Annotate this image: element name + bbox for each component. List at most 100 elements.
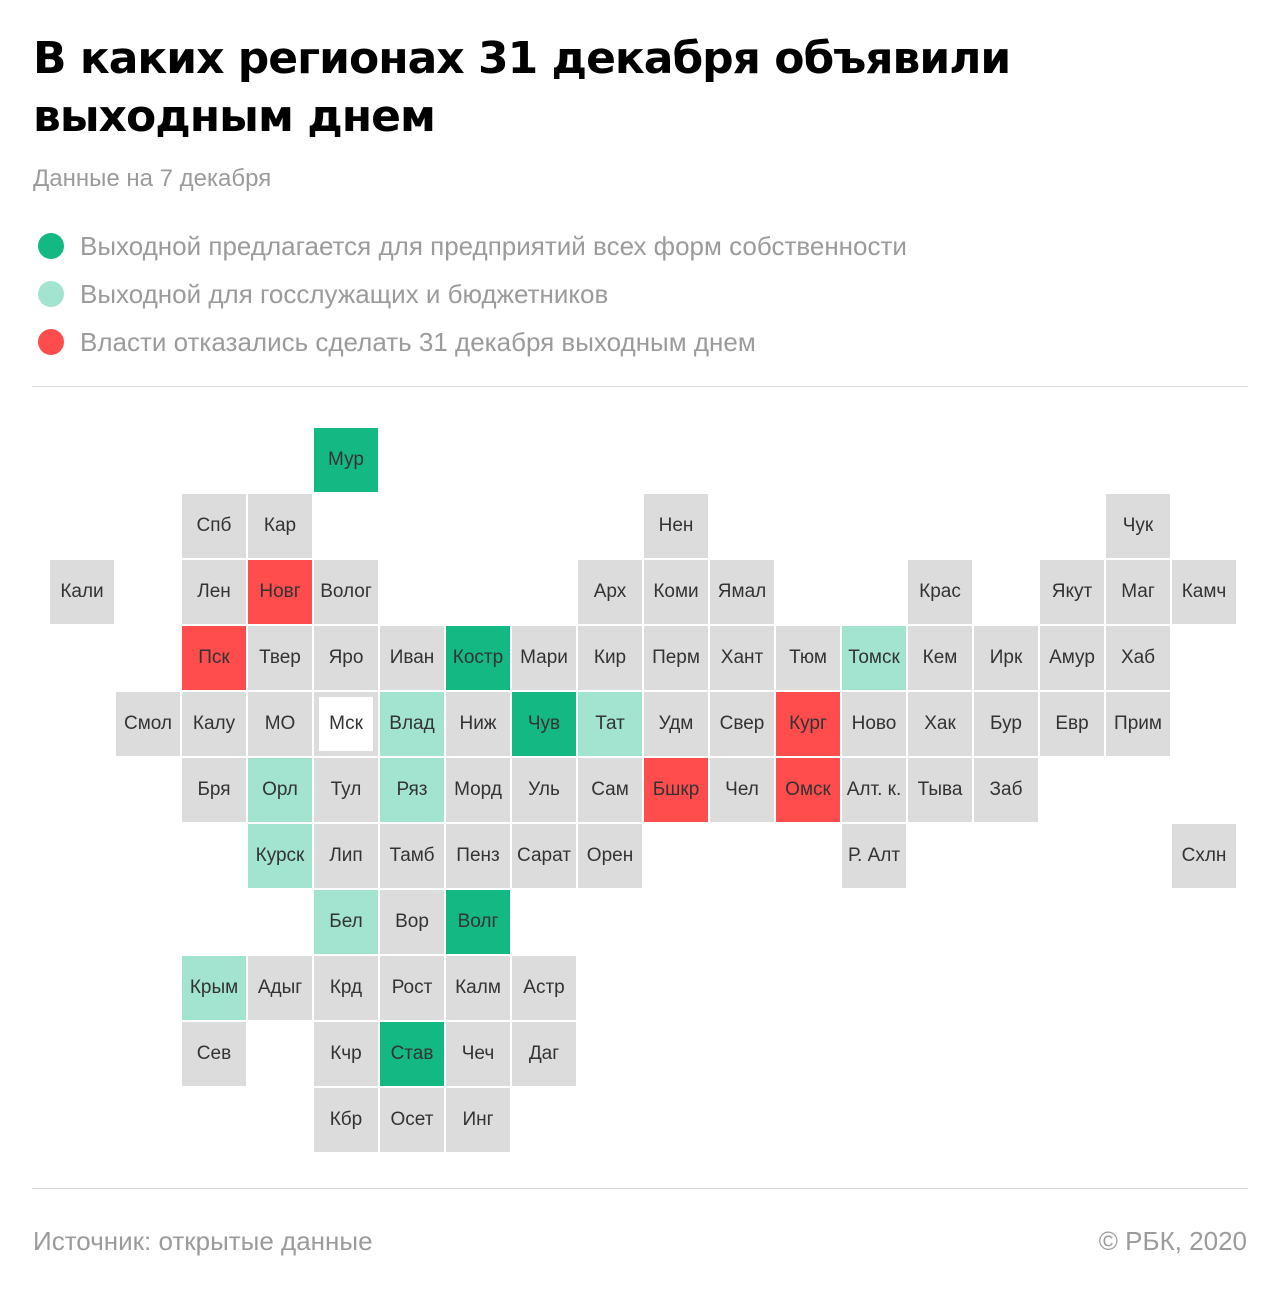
region-tile: Хак <box>908 692 972 756</box>
region-tile: Камч <box>1172 560 1236 624</box>
region-tile: Чук <box>1106 494 1170 558</box>
region-tile: Нен <box>644 494 708 558</box>
region-tile: Спб <box>182 494 246 558</box>
region-tile: Морд <box>446 758 510 822</box>
region-tile: Кар <box>248 494 312 558</box>
region-tile: Тат <box>578 692 642 756</box>
region-tile: Бур <box>974 692 1038 756</box>
legend-dot-icon <box>38 233 64 259</box>
region-tile: Свер <box>710 692 774 756</box>
region-tile: Став <box>380 1022 444 1086</box>
page-title: В каких регионах 31 декабря объявили вых… <box>33 33 1011 142</box>
region-tile: Тамб <box>380 824 444 888</box>
region-tile: Инг <box>446 1088 510 1152</box>
region-tile: Твер <box>248 626 312 690</box>
region-tile: Тул <box>314 758 378 822</box>
region-tile: Кбр <box>314 1088 378 1152</box>
region-tile: Тюм <box>776 626 840 690</box>
region-tile: Чув <box>512 692 576 756</box>
region-tile: Кем <box>908 626 972 690</box>
region-tile: Удм <box>644 692 708 756</box>
region-tile: Волог <box>314 560 378 624</box>
subtitle: Данные на 7 декабря <box>33 165 272 192</box>
region-tile: Лен <box>182 560 246 624</box>
region-tile: Якут <box>1040 560 1104 624</box>
region-tile: Бшкр <box>644 758 708 822</box>
region-tile: Евр <box>1040 692 1104 756</box>
region-tile: Сев <box>182 1022 246 1086</box>
region-tile: Схлн <box>1172 824 1236 888</box>
region-tile: Иван <box>380 626 444 690</box>
region-tile: Крас <box>908 560 972 624</box>
region-tile: Орен <box>578 824 642 888</box>
region-tile: Прим <box>1106 692 1170 756</box>
region-tile: Новг <box>248 560 312 624</box>
region-tile: Мск <box>314 692 378 756</box>
region-tile: Калу <box>182 692 246 756</box>
region-tile: Костр <box>446 626 510 690</box>
region-tile: Орл <box>248 758 312 822</box>
region-tile: Коми <box>644 560 708 624</box>
region-tile: Бря <box>182 758 246 822</box>
region-tile: Тыва <box>908 758 972 822</box>
copyright: © РБК, 2020 <box>1098 1226 1247 1256</box>
region-tile: Осет <box>380 1088 444 1152</box>
legend-label: Выходной для госслужащих и бюджетников <box>80 278 609 309</box>
region-tile: Астр <box>512 956 576 1020</box>
region-tile: Мари <box>512 626 576 690</box>
region-tile: Кчр <box>314 1022 378 1086</box>
region-tile: Волг <box>446 890 510 954</box>
region-tile: Амур <box>1040 626 1104 690</box>
region-tile: Бел <box>314 890 378 954</box>
region-tile: Заб <box>974 758 1038 822</box>
region-tile: Ирк <box>974 626 1038 690</box>
region-tile: Перм <box>644 626 708 690</box>
region-tile: Адыг <box>248 956 312 1020</box>
region-tile: Кург <box>776 692 840 756</box>
region-tile: Крым <box>182 956 246 1020</box>
legend-item-refused: Власти отказались сделать 31 декабря вых… <box>38 318 907 366</box>
region-tile: Ямал <box>710 560 774 624</box>
region-tile: Ряз <box>380 758 444 822</box>
region-tile: Уль <box>512 758 576 822</box>
region-tile: Омск <box>776 758 840 822</box>
region-tile: Рост <box>380 956 444 1020</box>
region-tile: Лип <box>314 824 378 888</box>
region-tile: Томск <box>842 626 906 690</box>
source-note: Источник: открытые данные <box>33 1226 373 1256</box>
region-tile: Смол <box>116 692 180 756</box>
legend-item-all-enterprises: Выходной предлагается для предприятий вс… <box>38 222 907 270</box>
bottom-divider <box>32 1188 1248 1189</box>
region-tile: Чеч <box>446 1022 510 1086</box>
region-tile: Хаб <box>1106 626 1170 690</box>
region-tile: Сарат <box>512 824 576 888</box>
region-tile: Р. Алт <box>842 824 906 888</box>
region-tile: Ново <box>842 692 906 756</box>
region-tile: Влад <box>380 692 444 756</box>
legend-dot-icon <box>38 281 64 307</box>
legend: Выходной предлагается для предприятий вс… <box>38 222 907 366</box>
region-tile: Яро <box>314 626 378 690</box>
region-tile: Сам <box>578 758 642 822</box>
region-tile: Маг <box>1106 560 1170 624</box>
region-tile: Хант <box>710 626 774 690</box>
region-tile: Пск <box>182 626 246 690</box>
region-tile: Калм <box>446 956 510 1020</box>
region-tile: Чел <box>710 758 774 822</box>
region-tile: Даг <box>512 1022 576 1086</box>
region-tile: Курск <box>248 824 312 888</box>
region-tile: Вор <box>380 890 444 954</box>
region-tile: Ниж <box>446 692 510 756</box>
legend-label: Власти отказались сделать 31 декабря вых… <box>80 326 756 357</box>
region-tile: Мур <box>314 428 378 492</box>
legend-dot-icon <box>38 329 64 355</box>
region-tile: Арх <box>578 560 642 624</box>
region-tile: МО <box>248 692 312 756</box>
region-tile: Крд <box>314 956 378 1020</box>
region-tile: Пенз <box>446 824 510 888</box>
top-divider <box>32 386 1248 387</box>
region-tile: Алт. к. <box>842 758 906 822</box>
region-tile: Кир <box>578 626 642 690</box>
region-tile: Кали <box>50 560 114 624</box>
